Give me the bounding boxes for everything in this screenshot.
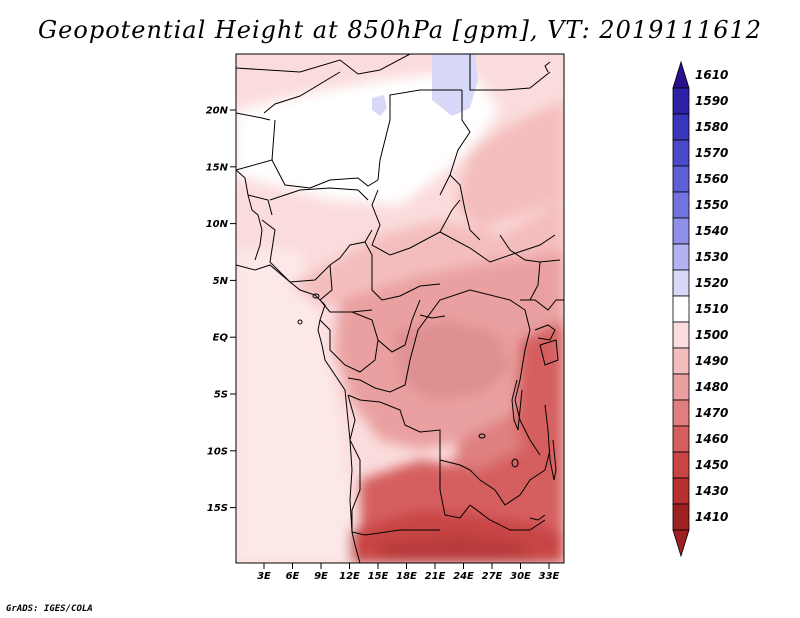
colorbar-swatch <box>672 191 690 219</box>
lon-label: 27E <box>482 571 503 582</box>
lon-label: 3E <box>257 571 271 582</box>
country-borders <box>236 54 564 563</box>
colorbar-swatch <box>672 113 690 141</box>
lon-label: 9E <box>314 571 328 582</box>
colorbar-label: 1520 <box>695 276 728 290</box>
colorbar: 1610 1590 1580 1570 1560 1550 1540 1530 1520 1510… <box>672 60 728 558</box>
lat-label: 5S <box>214 390 228 401</box>
lon-label: 18E <box>396 571 417 582</box>
colorbar-swatch <box>672 373 690 401</box>
colorbar-label: 1570 <box>695 146 728 160</box>
height-field <box>236 54 564 563</box>
colorbar-label: 1450 <box>695 458 728 472</box>
lon-label: 24E <box>453 571 474 582</box>
lon-label: 15E <box>368 571 389 582</box>
colorbar-swatch <box>672 165 690 193</box>
colorbar-label: 1610 <box>695 68 728 82</box>
colorbar-label: 1560 <box>695 172 728 186</box>
colorbar-swatch <box>672 321 690 349</box>
latitude-axis: 20N 15N 10N 5N EQ 5S 10S 15S <box>206 106 236 514</box>
colorbar-label: 1500 <box>695 328 728 342</box>
colorbar-swatch <box>672 451 690 479</box>
lat-label: 10N <box>206 219 229 230</box>
colorbar-swatch <box>672 477 690 505</box>
colorbar-label: 1480 <box>695 380 728 394</box>
colorbar-bottom-arrow <box>672 529 690 558</box>
colorbar-label: 1530 <box>695 250 728 264</box>
colorbar-label: 1460 <box>695 432 728 446</box>
credit-text: GrADS: IGES/COLA <box>6 604 93 614</box>
lat-label: 15S <box>207 503 228 514</box>
lon-label: 21E <box>425 571 446 582</box>
colorbar-label: 1580 <box>695 120 728 134</box>
colorbar-swatch <box>672 503 690 531</box>
colorbar-label: 1540 <box>695 224 728 238</box>
lat-label: 15N <box>206 162 229 173</box>
colorbar-swatch <box>672 399 690 427</box>
colorbar-swatch <box>672 87 690 115</box>
lat-label: 10S <box>207 446 228 457</box>
colorbar-swatch <box>672 347 690 375</box>
colorbar-top-arrow <box>672 60 690 89</box>
lat-label: EQ <box>213 333 229 344</box>
lat-label: 20N <box>206 106 229 117</box>
colorbar-swatch <box>672 217 690 245</box>
colorbar-swatch <box>672 425 690 453</box>
colorbar-label: 1430 <box>695 484 728 498</box>
plot-frame <box>235 53 565 564</box>
colorbar-label: 1550 <box>695 198 728 212</box>
lon-label: 6E <box>286 571 300 582</box>
colorbar-swatch <box>672 295 690 323</box>
colorbar-swatch <box>672 139 690 167</box>
colorbar-label: 1410 <box>695 510 728 524</box>
longitude-axis: 3E 6E 9E 12E 15E 18E 21E 24E 27E 30E 33E <box>257 563 560 582</box>
lon-label: 33E <box>539 571 560 582</box>
colorbar-swatch <box>672 269 690 297</box>
lon-label: 12E <box>339 571 360 582</box>
lon-label: 30E <box>510 571 531 582</box>
colorbar-label: 1590 <box>695 94 728 108</box>
map-title: Geopotential Height at 850hPa [gpm], VT:… <box>38 16 762 44</box>
colorbar-swatch <box>672 243 690 271</box>
colorbar-label: 1470 <box>695 406 728 420</box>
colorbar-label: 1490 <box>695 354 728 368</box>
colorbar-label: 1510 <box>695 302 728 316</box>
lat-label: 5N <box>213 276 229 287</box>
